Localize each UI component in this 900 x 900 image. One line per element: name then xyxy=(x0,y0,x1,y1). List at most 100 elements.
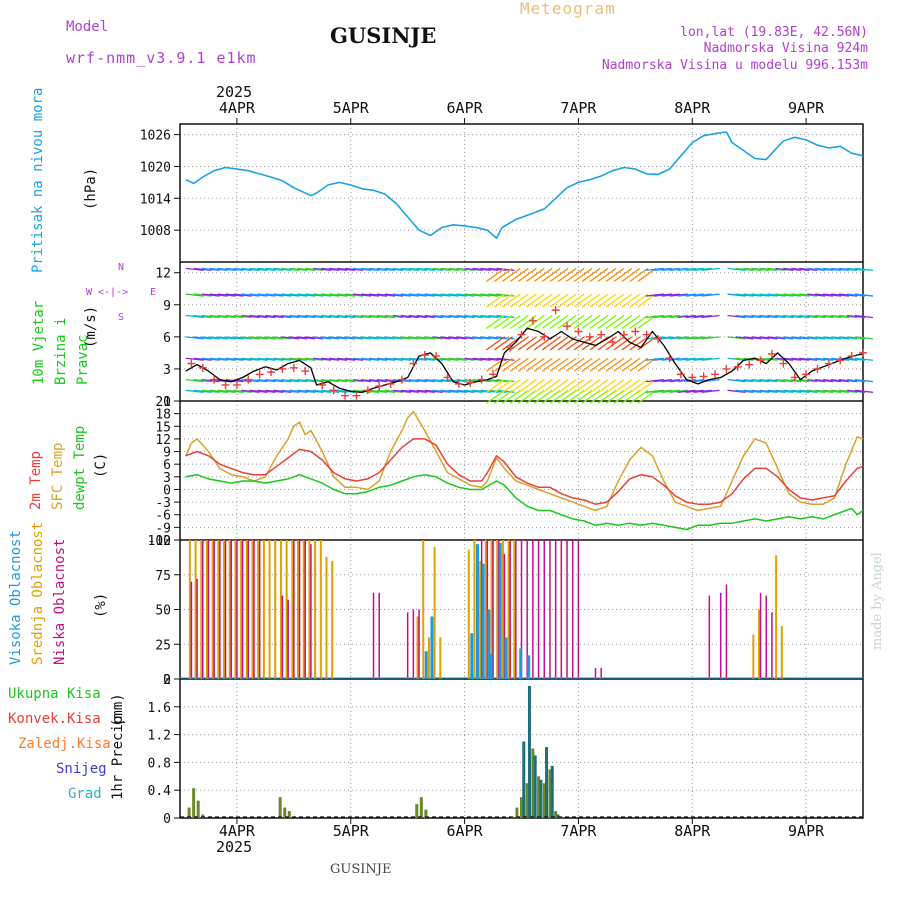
wind-barb xyxy=(727,389,746,393)
wind-barb xyxy=(368,314,388,319)
wind-barb xyxy=(557,357,577,372)
cloud-bar xyxy=(279,540,282,679)
wind-barb xyxy=(297,314,316,319)
y-tick-label: -9 xyxy=(155,521,171,536)
gust-marker xyxy=(733,362,742,371)
x-day-label-top: 4APR xyxy=(219,99,256,117)
cloud-bar xyxy=(752,634,755,679)
wind-barb xyxy=(456,267,475,272)
y-tick-label: 1020 xyxy=(140,160,171,175)
wind-barb xyxy=(613,389,633,404)
wind-barb xyxy=(416,267,435,272)
wind-barb xyxy=(360,357,380,361)
wind-barb xyxy=(408,293,427,297)
y-tick-label: 25 xyxy=(155,638,171,653)
wind-barb xyxy=(297,267,316,272)
x-day-label-top: 9APR xyxy=(788,99,825,117)
wind-barb xyxy=(677,267,696,272)
wind-barb xyxy=(193,314,212,319)
gust-marker xyxy=(756,356,765,365)
wind-barb xyxy=(783,378,802,383)
rain-bar xyxy=(515,807,519,818)
wind-barb xyxy=(815,389,834,393)
wind-barb xyxy=(759,389,778,393)
y-tick-label: 3 xyxy=(163,471,171,486)
wind-barb xyxy=(831,389,850,393)
wind-barb xyxy=(313,267,332,272)
wind-barb xyxy=(597,357,617,372)
wind-barb xyxy=(416,357,435,361)
wind-barb xyxy=(541,267,561,282)
wind-barb xyxy=(815,357,834,361)
wind-barb xyxy=(807,389,826,393)
wind-barb xyxy=(496,267,515,272)
compass-west: W xyxy=(86,287,93,298)
x-day-label-top: 8APR xyxy=(674,99,711,117)
gust-marker xyxy=(563,322,572,331)
wind-barb xyxy=(735,357,754,361)
rain-bar xyxy=(548,769,552,818)
wind-barb xyxy=(759,293,778,297)
gust-marker xyxy=(477,375,486,384)
wind-barb xyxy=(486,389,505,404)
cloud-bar xyxy=(501,540,504,679)
wind-barb xyxy=(376,293,396,297)
wind-barb xyxy=(767,293,786,297)
wind-barb xyxy=(400,389,419,393)
wind-barb xyxy=(799,267,818,272)
wind-barb xyxy=(424,389,443,393)
y-tick-label: 0.8 xyxy=(148,756,171,771)
wind-barb xyxy=(265,267,284,272)
wind-barb xyxy=(549,379,569,394)
cloud-bar xyxy=(498,542,502,679)
wind-barb xyxy=(854,267,874,272)
sfc-temp-line xyxy=(185,410,864,512)
y-tick-label: 50 xyxy=(155,604,171,619)
cloud-bar xyxy=(759,592,762,679)
wind-barb xyxy=(669,389,688,393)
cloud-bar xyxy=(230,540,232,679)
cloud-bar xyxy=(566,540,568,679)
wind-barb xyxy=(799,378,818,383)
wind-barb xyxy=(677,293,696,297)
wind-barb xyxy=(799,389,818,393)
wind-barb xyxy=(807,378,826,383)
wind-barb xyxy=(517,267,537,282)
wind-barb xyxy=(613,314,633,329)
wind-barb xyxy=(735,293,754,297)
wind-barb xyxy=(281,314,300,319)
y-tick-label: 1026 xyxy=(140,129,171,144)
wind-barb xyxy=(408,378,427,383)
top-year-label: 2025 xyxy=(216,83,253,101)
wind-barb xyxy=(823,389,842,393)
wind-barb xyxy=(767,378,786,383)
cloud-bar xyxy=(241,540,244,679)
wind-barb xyxy=(541,357,561,372)
wind-barb xyxy=(456,314,475,319)
rain-bar xyxy=(525,783,529,818)
wind-barb xyxy=(384,389,403,393)
wind-barb xyxy=(597,314,617,329)
wind-barb xyxy=(645,293,664,297)
wind-barb xyxy=(549,389,569,404)
snow-bar xyxy=(556,814,560,818)
wind-barb xyxy=(185,389,204,393)
wind-barb xyxy=(645,357,664,361)
wind-barb xyxy=(775,293,794,297)
wind-barb xyxy=(621,379,641,394)
wind-barb xyxy=(344,267,364,272)
legend-convective-rain: Konvek.Kisa xyxy=(8,711,101,727)
wind-barb xyxy=(257,267,276,272)
gust-marker xyxy=(722,364,731,373)
chart-kind-label: Meteogram xyxy=(520,0,616,18)
wind-barb xyxy=(751,314,770,319)
cloud-bar xyxy=(758,609,761,679)
wind-barb xyxy=(201,378,220,383)
wind-barb xyxy=(735,389,754,393)
wind-barb xyxy=(321,357,340,361)
cloud-bar xyxy=(297,540,300,679)
y-tick-label: 21 xyxy=(155,395,171,410)
cloud-bar xyxy=(308,540,311,679)
wind-barb xyxy=(496,357,515,361)
wind-barb xyxy=(432,389,451,393)
